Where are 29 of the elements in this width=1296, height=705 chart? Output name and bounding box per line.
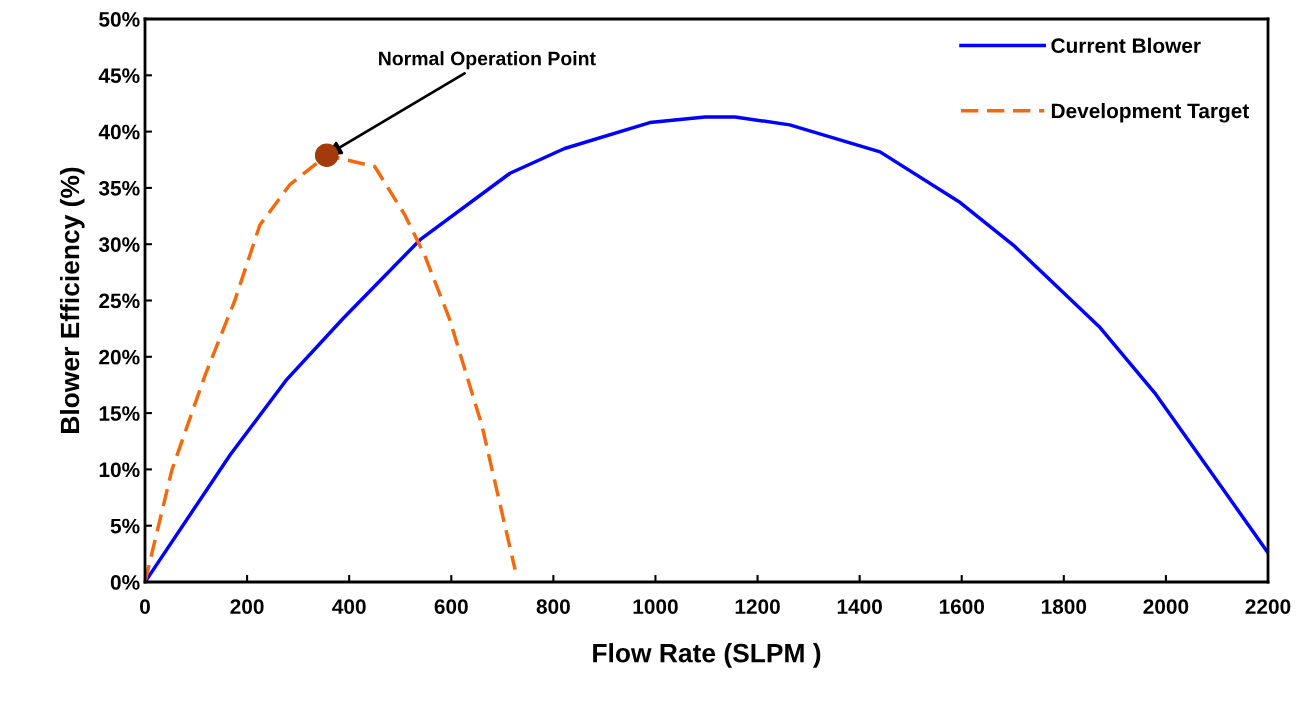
y-tick-label: 30% xyxy=(98,237,140,252)
y-tick-label: 15% xyxy=(99,406,140,421)
x-tick-label: 200 xyxy=(230,599,264,614)
y-tick-label: 50% xyxy=(99,12,140,27)
x-tick-label: 1200 xyxy=(735,599,780,614)
x-tick-label: 400 xyxy=(332,599,366,614)
x-tick-label: 1000 xyxy=(633,599,678,614)
x-tick-label: 2000 xyxy=(1143,599,1189,614)
legend-label: Current Blower xyxy=(1051,37,1201,54)
x-axis-title: Flow Rate (SLPM ) xyxy=(593,643,821,668)
y-tick-label: 5% xyxy=(110,518,140,534)
y-tick-label: 45% xyxy=(98,68,140,84)
y-tick-label: 10% xyxy=(99,462,140,478)
x-tick-label: 2200 xyxy=(1245,599,1291,614)
x-tick-label: 600 xyxy=(434,599,468,614)
y-tick-label: 35% xyxy=(98,180,140,196)
annotation: Normal Operation Point xyxy=(379,51,596,70)
y-tick-label: 40% xyxy=(98,124,140,140)
x-tick-label: 1400 xyxy=(837,599,882,614)
y-tick-label: 25% xyxy=(99,293,140,309)
x-tick-label: 0 xyxy=(140,599,150,614)
y-tick-label: 0% xyxy=(110,575,140,590)
x-tick-label: 1800 xyxy=(1041,599,1087,614)
legend-label: Development Target xyxy=(1051,103,1250,123)
x-tick-label: 800 xyxy=(536,599,570,614)
y-tick-label: 20% xyxy=(99,349,140,365)
line-series xyxy=(145,153,517,582)
y-axis-title: Blower Efficiency (%) xyxy=(59,167,85,433)
x-tick-label: 1600 xyxy=(939,599,985,614)
